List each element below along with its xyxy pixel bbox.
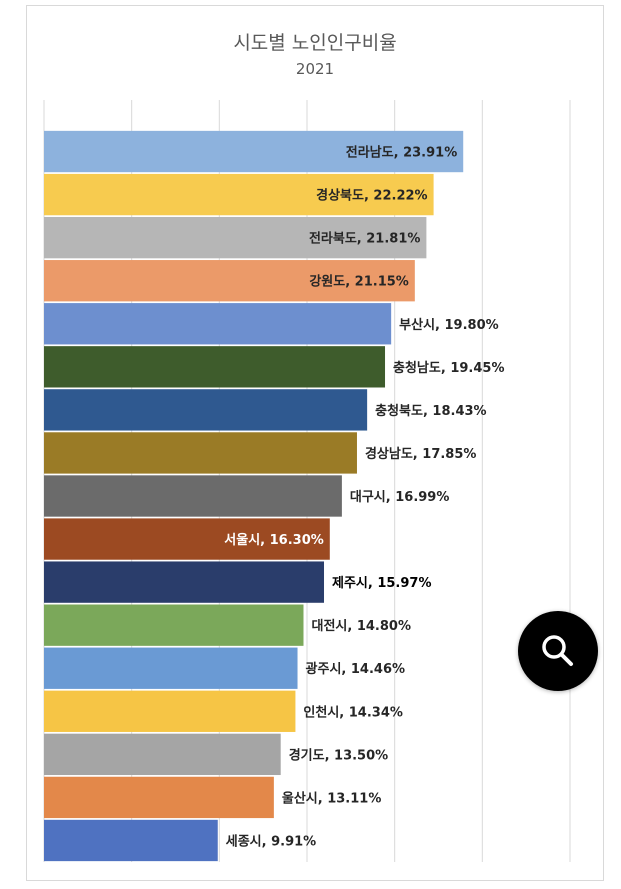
- bar-10: [44, 518, 330, 560]
- data-label-10: 서울시, 16.30%: [224, 532, 324, 548]
- data-label-7: 충청북도, 18.43%: [375, 403, 486, 419]
- bar-4: [44, 260, 415, 302]
- bar-2: [44, 173, 434, 216]
- bar-6: [44, 346, 386, 388]
- bar-14: [44, 690, 296, 732]
- data-label-12: 대전시, 14.80%: [311, 618, 411, 634]
- data-label-9: 대구시, 16.99%: [350, 490, 450, 505]
- data-label-17: 세종시, 9.91%: [226, 834, 316, 849]
- bar-1: [44, 130, 464, 173]
- bar-12: [44, 604, 304, 646]
- search-icon: [542, 635, 573, 666]
- bar-11: [44, 561, 325, 603]
- bar-7: [44, 389, 368, 431]
- data-label-16: 울산시, 13.11%: [282, 790, 382, 806]
- data-label-1: 전라남도, 23.91%: [346, 145, 457, 161]
- bar-9: [44, 475, 342, 517]
- bar-15: [44, 733, 281, 776]
- bar-8: [44, 432, 357, 474]
- bar-13: [44, 647, 298, 689]
- bar-16: [44, 776, 274, 819]
- data-label-14: 인천시, 14.34%: [303, 704, 403, 720]
- data-label-11: 제주시, 15.97%: [332, 576, 432, 591]
- data-label-5: 부산시, 19.80%: [399, 317, 499, 333]
- search-button[interactable]: [518, 611, 598, 691]
- data-label-2: 경상북도, 22.22%: [316, 188, 427, 204]
- data-label-15: 경기도, 13.50%: [289, 747, 389, 763]
- bar-17: [44, 819, 218, 862]
- chart-title: 시도별 노인인구비율: [233, 32, 397, 54]
- data-label-13: 광주시, 14.46%: [306, 662, 406, 677]
- data-label-6: 충청남도, 19.45%: [393, 360, 504, 376]
- data-label-8: 경상남도, 17.85%: [365, 446, 476, 462]
- bar-3: [44, 216, 427, 259]
- data-label-4: 강원도, 21.15%: [309, 274, 409, 290]
- data-label-3: 전라북도, 21.81%: [309, 231, 420, 247]
- chart-subtitle: 2021: [295, 60, 335, 78]
- bar-5: [44, 303, 392, 345]
